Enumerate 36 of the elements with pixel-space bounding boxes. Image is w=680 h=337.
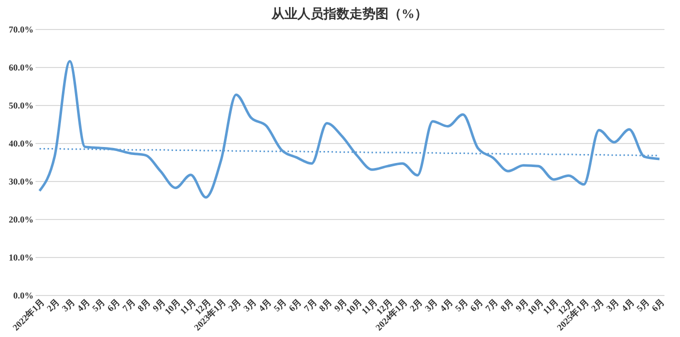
x-tick-label: 4月	[256, 296, 274, 314]
x-tick-label: 6月	[650, 296, 666, 314]
x-tick-label: 2月	[589, 296, 606, 314]
x-tick-label: 2月	[44, 296, 62, 314]
x-tick-label: 5月	[272, 296, 288, 314]
x-tick-label: 4月	[619, 296, 636, 314]
y-tick-label: 40.0%	[8, 138, 34, 148]
x-tick-label: 3月	[60, 296, 77, 314]
x-tick-label: 6月	[105, 296, 122, 314]
x-tick-label: 8月	[136, 296, 152, 314]
x-tick-label: 8月	[317, 296, 334, 314]
x-tick-label: 5月	[634, 296, 652, 314]
x-tick-label: 5月	[453, 296, 470, 314]
x-tick-label: 6月	[468, 296, 485, 314]
x-tick-label: 2月	[408, 296, 424, 314]
y-tick-label: 20.0%	[8, 214, 34, 224]
x-tick-label: 3月	[422, 296, 440, 314]
x-tick-label: 2月	[226, 296, 243, 314]
y-tick-label: 0.0%	[13, 290, 34, 300]
chart-title: 从业人员指数走势图（%）	[270, 6, 428, 21]
y-tick-label: 50.0%	[8, 100, 34, 110]
x-tick-label: 6月	[286, 296, 304, 314]
x-tick-label: 3月	[604, 296, 621, 314]
y-tick-label: 30.0%	[8, 176, 34, 186]
line-series	[38, 60, 661, 199]
x-tick-label: 8月	[498, 296, 516, 314]
y-tick-label: 10.0%	[8, 252, 34, 262]
y-tick-label: 60.0%	[8, 62, 34, 72]
x-tick-label: 4月	[438, 296, 455, 314]
y-tick-label: 70.0%	[8, 24, 34, 34]
x-tick-label: 4月	[75, 296, 92, 314]
x-tick-label: 7月	[483, 296, 500, 314]
x-tick-label: 3月	[241, 296, 258, 314]
x-tick-label: 7月	[302, 296, 319, 314]
x-tick-label: 7月	[120, 296, 138, 314]
x-tick-label: 5月	[90, 296, 107, 314]
